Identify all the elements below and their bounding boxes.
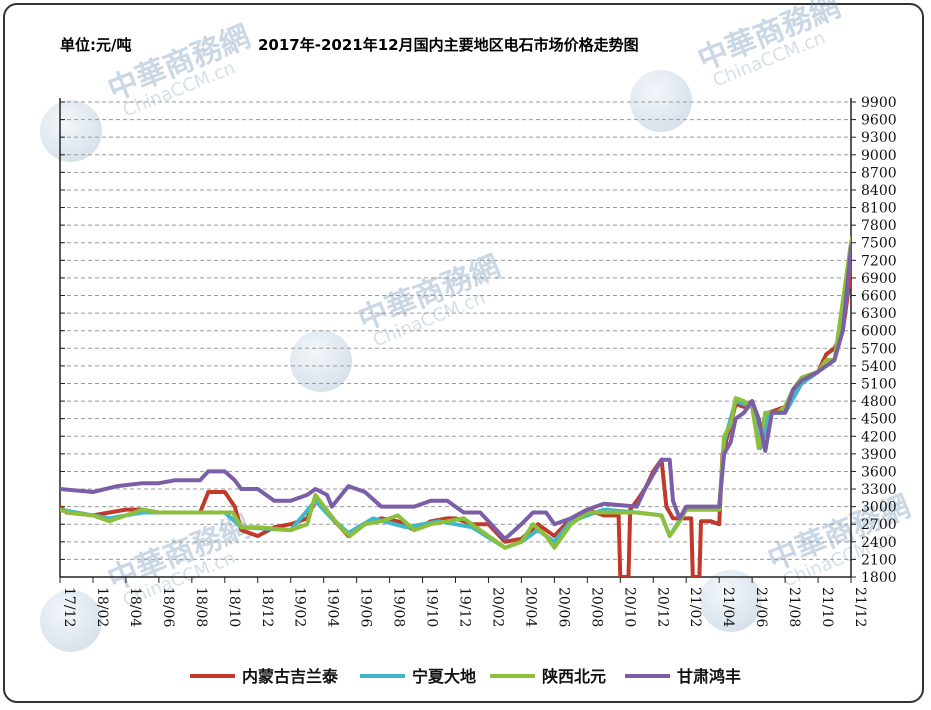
x-tick-label: 18/06	[160, 587, 176, 627]
globe-icon	[290, 330, 352, 392]
legend-label: 甘肃鸿丰	[677, 667, 741, 686]
series-line	[60, 235, 851, 550]
x-tick-label: 19/06	[358, 587, 374, 627]
x-tick-label: 18/04	[127, 587, 143, 627]
x-tick-label: 19/02	[292, 587, 308, 627]
x-tick-label: 21/06	[753, 587, 769, 627]
y-tick-label: 9900	[861, 95, 897, 111]
x-tick-label: 19/08	[391, 587, 407, 627]
y-tick-label: 8400	[861, 183, 897, 199]
x-tick-label: 20/04	[522, 587, 538, 627]
y-tick-label: 3000	[861, 500, 897, 516]
legend-label: 内蒙古吉兰泰	[242, 667, 339, 686]
x-tick-label: 20/12	[654, 587, 670, 627]
x-tick-label: 19/12	[457, 587, 473, 627]
y-tick-label: 8100	[861, 201, 897, 217]
x-tick-label: 18/08	[193, 587, 209, 627]
x-tick-label: 18/12	[259, 587, 275, 627]
y-tick-label: 9300	[861, 130, 897, 146]
unit-label: 单位:元/吨	[60, 36, 132, 54]
chart-title: 2017年-2021年12月国内主要地区电石市场价格走势图	[258, 36, 639, 54]
y-tick-label: 4200	[861, 429, 897, 445]
x-tick-label: 17/12	[61, 587, 77, 627]
x-tick-label: 20/08	[588, 587, 604, 627]
y-tick-label: 7200	[861, 253, 897, 269]
y-tick-label: 3900	[861, 447, 897, 463]
x-tick-label: 19/10	[424, 587, 440, 627]
x-tick-label: 21/04	[720, 587, 736, 627]
globe-icon	[40, 590, 102, 652]
y-tick-label: 6300	[861, 306, 897, 322]
y-tick-label: 6600	[861, 289, 897, 305]
x-tick-label: 21/12	[852, 587, 868, 627]
x-tick-label: 19/04	[325, 587, 341, 627]
y-tick-label: 2100	[861, 552, 897, 568]
series-line	[60, 235, 851, 550]
x-tick-label: 21/02	[687, 587, 703, 627]
y-tick-label: 2700	[861, 517, 897, 533]
x-tick-label: 21/10	[819, 587, 835, 627]
globe-icon	[630, 70, 692, 132]
y-tick-label: 4500	[861, 412, 897, 428]
y-tick-label: 7500	[861, 236, 897, 252]
chart-frame	[3, 3, 924, 703]
x-tick-label: 21/08	[786, 587, 802, 627]
legend-label: 宁夏大地	[412, 667, 476, 686]
x-tick-label: 20/10	[621, 587, 637, 627]
globe-icon	[40, 100, 102, 162]
y-tick-label: 8700	[861, 165, 897, 181]
y-tick-label: 3600	[861, 464, 897, 480]
y-tick-label: 5700	[861, 341, 897, 357]
x-tick-label: 20/02	[489, 587, 505, 627]
y-tick-label: 5100	[861, 376, 897, 392]
y-tick-label: 5400	[861, 359, 897, 375]
y-tick-label: 1800	[861, 570, 897, 586]
y-tick-label: 4800	[861, 394, 897, 410]
series-line	[60, 241, 851, 541]
y-tick-label: 6000	[861, 324, 897, 340]
x-tick-label: 18/02	[94, 587, 110, 627]
y-tick-label: 2400	[861, 535, 897, 551]
y-tick-label: 9000	[861, 148, 897, 164]
x-tick-label: 18/10	[226, 587, 242, 627]
y-tick-label: 3300	[861, 482, 897, 498]
y-tick-label: 9600	[861, 113, 897, 129]
y-tick-label: 7800	[861, 218, 897, 234]
x-tick-label: 20/06	[555, 587, 571, 627]
legend-label: 陕西北元	[542, 667, 606, 686]
y-tick-label: 6900	[861, 271, 897, 287]
